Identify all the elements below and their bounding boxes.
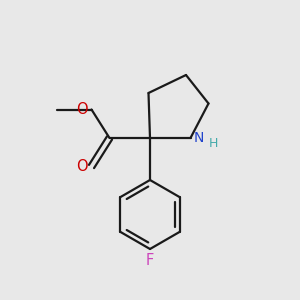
Text: H: H	[209, 137, 218, 150]
Text: N: N	[194, 131, 205, 145]
Text: F: F	[146, 253, 154, 268]
Text: O: O	[76, 102, 88, 117]
Text: O: O	[76, 159, 88, 174]
